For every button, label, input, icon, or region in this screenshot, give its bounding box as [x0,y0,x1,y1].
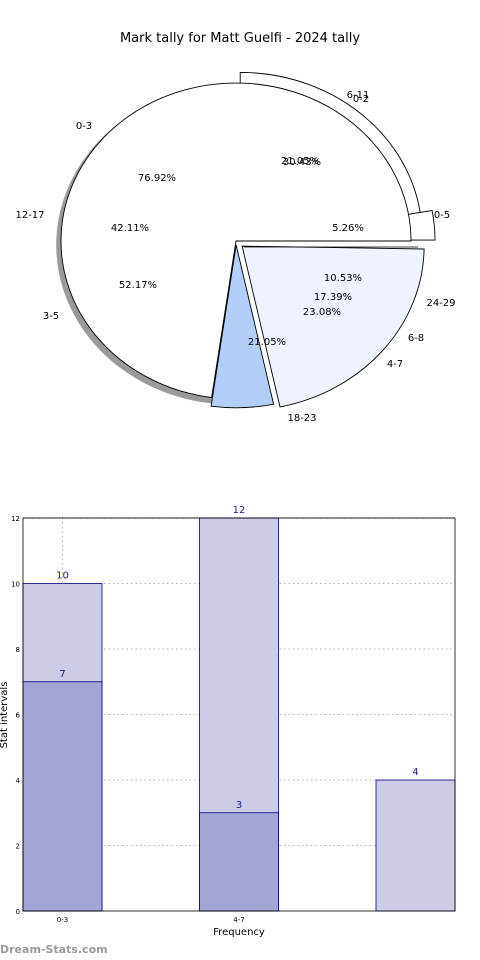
pie-percent-label-0-5: 21.05% [281,156,319,167]
bar-sub-7 [22,681,103,912]
pie-slice-18-23 [210,244,275,409]
pie-percent-label-24-29: 10.53% [324,273,362,284]
bar-y-tick-label: 8 [16,646,20,654]
pie-percent-labels: 76.92% 23.08% 30.43% 52.17% 17.39% 21.05% 5.26… [111,156,364,348]
pie-percent-label-18-23: 21.05% [248,337,286,348]
pie-wedges [60,71,436,409]
pie-outer-labels: 6-110-2 0-3 0-5 12-17 24-29 3-5 6-8 4-7 18-23 [15,90,455,424]
bar-ticks: 0 2 4 6 8 10 12 0-3 4-7 [11,515,245,924]
bar-value-label-7: 7 [59,669,65,680]
bar-value-label-10: 10 [56,571,69,582]
pie-category-label-4-7: 4-7 [387,359,403,370]
pie-category-label-6-8: 6-8 [408,333,424,344]
bar-y-axis-label: Stat intervals [0,682,10,749]
pie-percent-label-0-3: 76.92% [138,173,176,184]
pie-percent-label-6-8: 17.39% [314,292,352,303]
bar-chart: 0 2 4 6 8 10 12 0-3 4-7 10 12 4 7 3 Frequency Stat i… [0,505,456,938]
bar-value-label-4: 4 [412,767,418,778]
pie-chart-title: Mark tally for Matt Guelfi - 2024 tally [119,31,361,46]
bar-sub-3 [199,812,279,912]
bar-x-axis-label: Frequency [213,927,265,938]
bar-bars [22,517,456,912]
bar-total-4 [375,779,456,912]
pie-category-label-0-5: 0-5 [434,210,450,221]
bar-frame [22,517,456,912]
bar-value-label-3: 3 [236,800,242,811]
pie-category-label-0-2: 0-2 [353,94,369,105]
pie-chart: 76.92% 23.08% 30.43% 52.17% 17.39% 21.05% 5.26… [15,71,456,424]
bar-value-label-12: 12 [233,505,246,516]
pie-percent-label-0-2: 30.43% [283,157,321,168]
pie-category-label-24-29: 24-29 [426,298,455,309]
pie-category-label-6-11: 6-11 [347,90,370,101]
pie-percent-label-12-17: 42.11% [111,223,149,234]
pie-slice-4-7 [241,245,425,408]
pie-percent-label-6-11: 5.26% [332,223,364,234]
pie-category-label-18-23: 18-23 [287,413,316,424]
bar-y-tick-label: 4 [16,777,21,785]
pie-percent-label-4-7: 23.08% [303,307,341,318]
bar-value-labels: 10 12 4 7 3 [56,505,419,811]
bar-x-tick-label: 4-7 [233,916,244,924]
pie-slice-0-3 [60,82,412,399]
bar-x-tick-label: 0-3 [57,916,68,924]
pie-percent-label-3-5: 52.17% [119,280,157,291]
bar-y-tick-label: 10 [11,581,20,589]
bar-y-tick-label: 0 [16,908,20,916]
pie-category-label-0-3: 0-3 [76,121,92,132]
pie-category-label-12-17: 12-17 [15,210,44,221]
watermark: Dream-Stats.com [0,943,108,956]
pie-category-label-3-5: 3-5 [43,311,59,322]
bar-y-tick-label: 6 [16,712,21,720]
bar-y-tick-label: 12 [11,515,20,523]
bar-y-tick-label: 2 [16,843,20,851]
